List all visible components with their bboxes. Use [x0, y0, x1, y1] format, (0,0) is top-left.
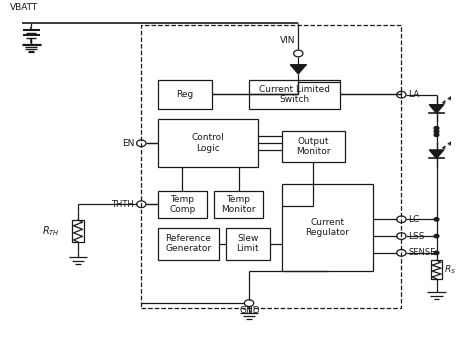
Bar	[282, 184, 373, 271]
Bar	[282, 131, 345, 162]
Bar	[249, 80, 340, 109]
Text: VBATT: VBATT	[10, 3, 39, 12]
Text: LSS: LSS	[408, 232, 425, 241]
Circle shape	[434, 126, 439, 130]
Text: Reg: Reg	[176, 90, 193, 99]
Bar	[157, 119, 258, 167]
Text: SENSE: SENSE	[408, 248, 436, 257]
Text: $R_{TH}$: $R_{TH}$	[42, 224, 60, 238]
Text: GND: GND	[240, 306, 260, 315]
Circle shape	[434, 218, 439, 221]
Text: THTH: THTH	[111, 200, 134, 209]
Circle shape	[434, 234, 439, 238]
Polygon shape	[429, 105, 444, 113]
Text: Reference
Generator: Reference Generator	[165, 234, 211, 253]
Text: Temp
Monitor: Temp Monitor	[221, 195, 256, 214]
Text: Control
Logic: Control Logic	[192, 133, 225, 153]
Bar	[141, 25, 401, 308]
Bar	[214, 191, 263, 218]
Text: LC: LC	[408, 215, 420, 224]
Text: Slew
Limit: Slew Limit	[236, 234, 259, 253]
Text: Output
Monitor: Output Monitor	[296, 137, 331, 156]
Text: Current
Regulator: Current Regulator	[306, 218, 350, 237]
Polygon shape	[290, 65, 306, 74]
Bar	[431, 260, 442, 279]
Text: Temp
Comp: Temp Comp	[169, 195, 196, 214]
Bar	[72, 220, 84, 242]
Bar	[226, 228, 270, 260]
Circle shape	[434, 130, 439, 133]
Circle shape	[434, 251, 439, 255]
Polygon shape	[429, 150, 444, 158]
Bar	[157, 80, 212, 109]
Bar	[157, 191, 207, 218]
Text: EN: EN	[122, 139, 134, 148]
Text: Current Limited
Switch: Current Limited Switch	[259, 85, 330, 104]
Text: $R_S$: $R_S$	[444, 263, 455, 276]
Text: VIN: VIN	[281, 36, 296, 45]
Text: LA: LA	[408, 90, 420, 99]
Circle shape	[434, 133, 439, 137]
Bar	[157, 228, 219, 260]
